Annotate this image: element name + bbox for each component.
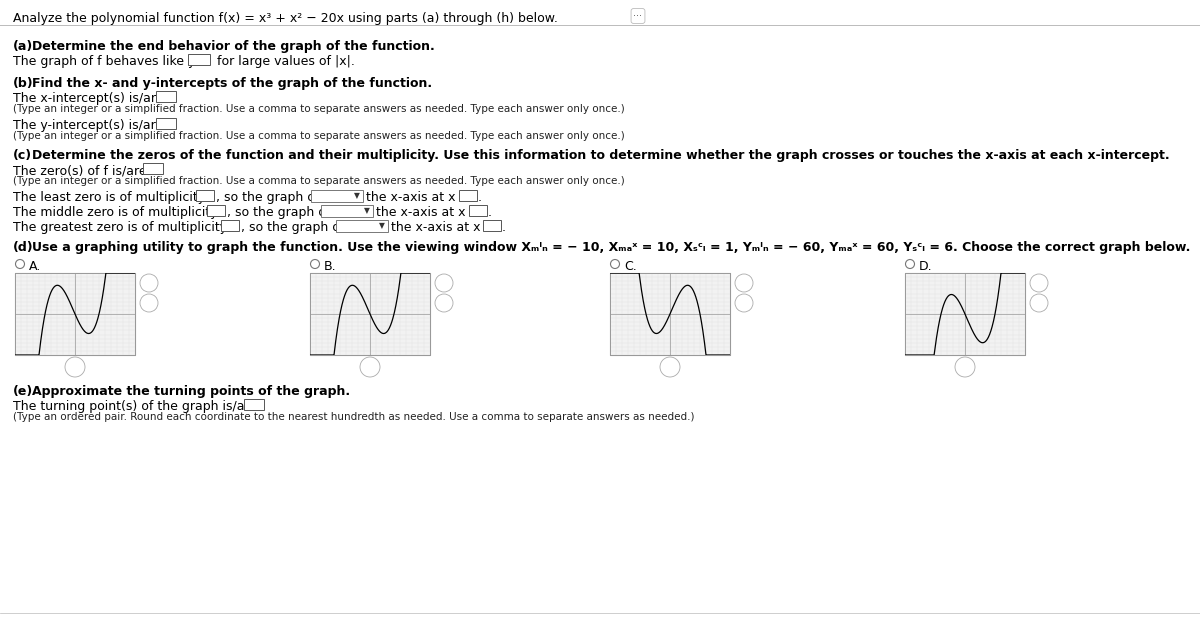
Text: (b): (b) (13, 77, 34, 90)
Text: Find the x- and y-intercepts of the graph of the function.: Find the x- and y-intercepts of the grap… (32, 77, 432, 90)
Text: The turning point(s) of the graph is/are: The turning point(s) of the graph is/are (13, 400, 257, 413)
Text: ⊕: ⊕ (439, 278, 449, 291)
Text: ···: ··· (634, 11, 642, 21)
Text: Determine the end behavior of the graph of the function.: Determine the end behavior of the graph … (32, 40, 434, 53)
Text: ↗: ↗ (960, 362, 970, 372)
Text: .: . (488, 206, 492, 219)
Text: , so the graph of f: , so the graph of f (241, 221, 353, 234)
Text: Analyze the polynomial function f(x) = x³ + x² − 20x using parts (a) through (h): Analyze the polynomial function f(x) = x… (13, 12, 558, 25)
Text: ⊕: ⊕ (739, 278, 749, 291)
Bar (221, 220, 239, 231)
Bar (156, 91, 176, 102)
Bar (469, 205, 487, 216)
Text: ▼: ▼ (379, 221, 385, 231)
Text: D.: D. (919, 260, 932, 273)
Text: The zero(s) of f is/are: The zero(s) of f is/are (13, 164, 146, 177)
Text: ↗: ↗ (665, 362, 674, 372)
Bar (322, 205, 373, 217)
Bar (458, 190, 478, 201)
Text: the x-axis at x =: the x-axis at x = (366, 191, 470, 204)
Text: ⊖: ⊖ (144, 298, 155, 311)
Text: ▼: ▼ (354, 191, 360, 201)
Text: (Type an integer or a simplified fraction. Use a comma to separate answers as ne: (Type an integer or a simplified fractio… (13, 176, 625, 186)
Text: (a): (a) (13, 40, 34, 53)
Text: ↗: ↗ (365, 362, 374, 372)
Bar (311, 190, 364, 202)
Bar (14, 273, 134, 355)
Text: The middle zero is of multiplicity: The middle zero is of multiplicity (13, 206, 217, 219)
Circle shape (140, 274, 158, 292)
Text: ⊖: ⊖ (439, 298, 449, 311)
Text: C.: C. (624, 260, 637, 273)
Text: .: . (478, 191, 482, 204)
Bar (336, 220, 388, 232)
Text: (c): (c) (13, 149, 32, 162)
Text: ⊖: ⊖ (1033, 298, 1044, 311)
Text: (d): (d) (13, 241, 34, 254)
Circle shape (906, 259, 914, 269)
Text: ⊖: ⊖ (739, 298, 749, 311)
Circle shape (436, 274, 454, 292)
Circle shape (955, 357, 974, 377)
Circle shape (311, 259, 319, 269)
Text: ⊕: ⊕ (144, 278, 155, 291)
Bar (310, 273, 430, 355)
Text: the x-axis at x =: the x-axis at x = (391, 221, 496, 234)
Text: The least zero is of multiplicity: The least zero is of multiplicity (13, 191, 205, 204)
Text: , so the graph of f: , so the graph of f (216, 191, 328, 204)
Bar (905, 273, 1025, 355)
Text: , so the graph of f: , so the graph of f (227, 206, 338, 219)
Bar (196, 190, 214, 201)
Circle shape (660, 357, 680, 377)
Text: (Type an integer or a simplified fraction. Use a comma to separate answers as ne: (Type an integer or a simplified fractio… (13, 131, 625, 141)
Text: (e): (e) (13, 385, 34, 398)
Bar (482, 220, 502, 231)
Bar (143, 163, 163, 174)
Text: Determine the zeros of the function and their multiplicity. Use this information: Determine the zeros of the function and … (32, 149, 1170, 162)
Bar (610, 273, 730, 355)
Circle shape (734, 274, 754, 292)
Text: The greatest zero is of multiplicity: The greatest zero is of multiplicity (13, 221, 227, 234)
Text: .: . (502, 221, 506, 234)
Text: (Type an ordered pair. Round each coordinate to the nearest hundredth as needed.: (Type an ordered pair. Round each coordi… (13, 412, 695, 422)
Text: (Type an integer or a simplified fraction. Use a comma to separate answers as ne: (Type an integer or a simplified fractio… (13, 104, 625, 114)
Text: The y-intercept(s) is/are: The y-intercept(s) is/are (13, 119, 163, 132)
Circle shape (360, 357, 380, 377)
Text: Use a graphing utility to graph the function. Use the viewing window Xₘᴵₙ = − 10: Use a graphing utility to graph the func… (32, 241, 1190, 254)
Circle shape (436, 294, 454, 312)
Circle shape (1030, 274, 1048, 292)
Bar (188, 54, 210, 65)
Bar (156, 118, 176, 129)
Text: ▼: ▼ (364, 206, 370, 216)
Circle shape (1030, 294, 1048, 312)
Text: ⊕: ⊕ (1033, 278, 1044, 291)
Text: B.: B. (324, 260, 337, 273)
Circle shape (140, 294, 158, 312)
Circle shape (65, 357, 85, 377)
Bar (244, 399, 264, 410)
Circle shape (734, 294, 754, 312)
Circle shape (611, 259, 619, 269)
Text: The graph of f behaves like y =: The graph of f behaves like y = (13, 55, 210, 68)
Circle shape (16, 259, 24, 269)
Text: Approximate the turning points of the graph.: Approximate the turning points of the gr… (32, 385, 350, 398)
Text: The x-intercept(s) is/are: The x-intercept(s) is/are (13, 92, 163, 105)
Bar (208, 205, 226, 216)
Text: for large values of |x|.: for large values of |x|. (214, 55, 355, 68)
Text: ↗: ↗ (71, 362, 79, 372)
Text: A.: A. (29, 260, 41, 273)
Text: the x-axis at x =: the x-axis at x = (376, 206, 480, 219)
